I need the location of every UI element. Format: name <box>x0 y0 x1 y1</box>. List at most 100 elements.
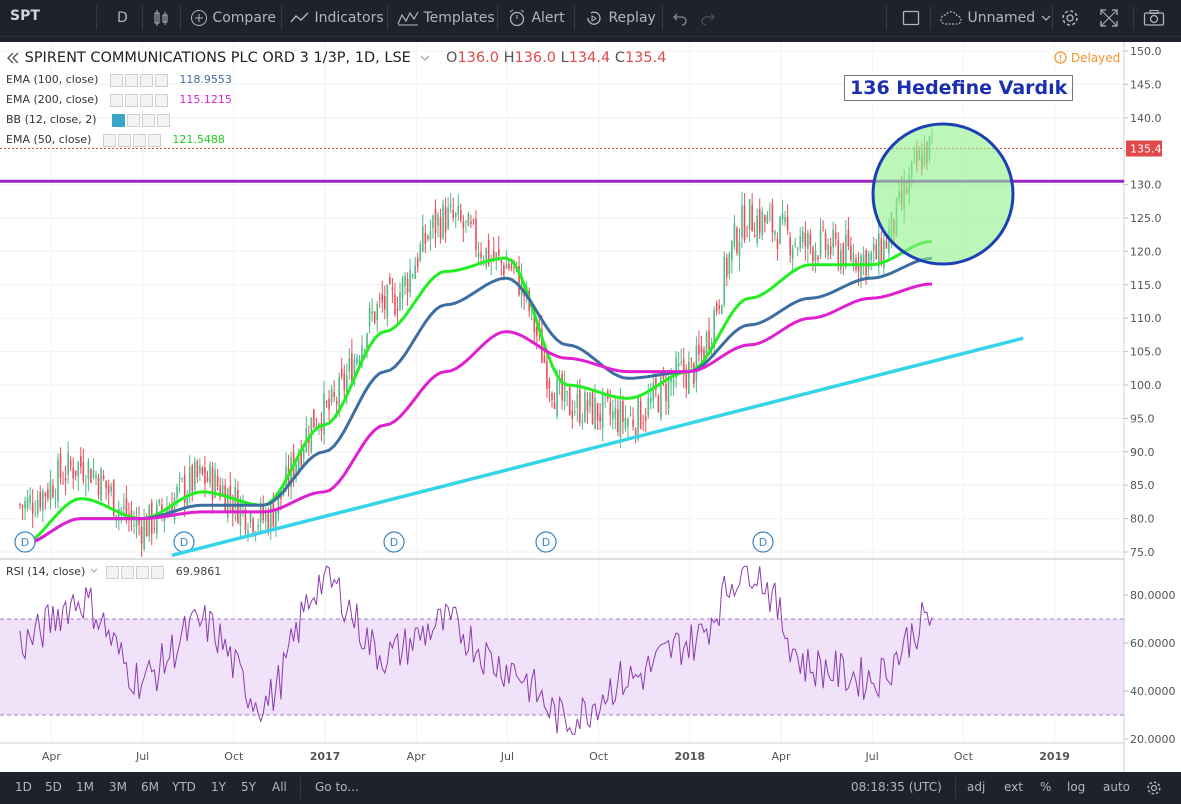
close-icon[interactable] <box>147 133 161 147</box>
adj-toggle[interactable]: adj <box>967 780 986 794</box>
study-legend-ema200[interactable]: EMA (200, close) 115.1215 <box>6 93 232 107</box>
fullscreen-select-button[interactable] <box>902 0 920 36</box>
gear-icon[interactable] <box>121 565 135 579</box>
range-5d-button[interactable]: 5D <box>45 780 62 794</box>
gear-icon[interactable] <box>117 133 131 147</box>
replay-button[interactable]: Replay <box>584 0 656 36</box>
delayed-badge[interactable]: Delayed <box>1054 51 1120 65</box>
candle-body <box>135 517 138 527</box>
indicators-button[interactable]: Indicators <box>290 0 384 36</box>
close-icon[interactable] <box>154 73 168 87</box>
auto-toggle[interactable]: auto <box>1103 780 1131 794</box>
symbol-search[interactable]: SPT <box>10 8 40 24</box>
plus-icon[interactable] <box>136 565 150 579</box>
candle-body <box>112 480 115 516</box>
interval-button[interactable]: D <box>117 10 128 26</box>
chart-area[interactable]: 150.0145.0140.0135.0130.0125.0120.0115.0… <box>0 42 1181 772</box>
plus-icon[interactable] <box>142 113 155 127</box>
candle-body <box>584 392 586 422</box>
range-3m-button[interactable]: 3M <box>109 780 127 794</box>
gear-icon[interactable] <box>124 93 138 107</box>
range-1y-button[interactable]: 1Y <box>211 780 226 794</box>
time-tick-label: Jul <box>500 750 514 763</box>
price-chart[interactable]: 150.0145.0140.0135.0130.0125.0120.0115.0… <box>0 42 1181 772</box>
close-icon[interactable] <box>157 113 170 127</box>
price-scale[interactable]: 150.0145.0140.0135.0130.0125.0120.0115.0… <box>1124 45 1162 559</box>
compare-button[interactable]: Compare <box>190 0 276 36</box>
candle-body <box>761 211 764 236</box>
time-readout[interactable]: 08:18:35 (UTC) <box>851 780 942 794</box>
collapse-arrows-icon[interactable] <box>6 52 20 64</box>
candle-body <box>723 256 726 305</box>
candle-body <box>275 510 277 531</box>
range-1d-button[interactable]: 1D <box>15 780 32 794</box>
price-tick-label: 90.0 <box>1130 446 1155 459</box>
goto-button[interactable]: Go to... <box>315 780 359 794</box>
eye-icon[interactable] <box>109 93 123 107</box>
candle-body <box>601 394 604 429</box>
time-scale[interactable]: Apr Jul Oct 2017 Apr Jul Oct 2018 Apr Jul Oct 2019 <box>42 750 1070 763</box>
gear-icon[interactable] <box>124 73 138 87</box>
layout-menu-button[interactable]: Unnamed <box>939 0 1052 36</box>
percent-toggle[interactable]: % <box>1040 780 1052 794</box>
rsi-scale[interactable]: 80.0000 60.0000 40.0000 20.0000 <box>1124 589 1176 746</box>
candle-body <box>819 229 822 257</box>
undo-button[interactable] <box>672 0 688 36</box>
candle-body <box>857 262 860 272</box>
candle-body <box>406 278 409 293</box>
plus-icon[interactable] <box>139 93 153 107</box>
eye-icon[interactable] <box>106 565 120 579</box>
candle-body <box>827 244 829 257</box>
candle-body <box>548 380 551 389</box>
candle-body <box>533 310 536 333</box>
range-1m-button[interactable]: 1M <box>76 780 94 794</box>
close-icon[interactable] <box>154 93 168 107</box>
study-buttons[interactable] <box>112 113 172 127</box>
log-toggle[interactable]: log <box>1067 780 1086 794</box>
study-legend-ema50[interactable]: EMA (50, close) 121.5488 <box>6 133 225 147</box>
range-5y-button[interactable]: 5Y <box>241 780 256 794</box>
candle-body <box>264 513 267 522</box>
ext-toggle[interactable]: ext <box>1004 780 1023 794</box>
candle-body <box>883 240 885 268</box>
fullscreen-button[interactable] <box>1100 0 1118 36</box>
chevron-down-icon[interactable] <box>419 53 431 63</box>
candle-body <box>710 342 713 344</box>
range-ytd-button[interactable]: YTD <box>172 780 196 794</box>
drawings[interactable]: 135.4 <box>0 122 1162 558</box>
study-buttons[interactable] <box>109 93 170 107</box>
candle-body <box>520 277 523 296</box>
rsi-legend[interactable]: RSI (14, close) 69.9861 <box>6 565 221 579</box>
candle-body <box>865 250 867 276</box>
price-tick-label: 150.0 <box>1130 45 1162 58</box>
plus-icon[interactable] <box>132 133 146 147</box>
candle-body <box>49 481 52 500</box>
eye-icon[interactable] <box>102 133 116 147</box>
symbol-title[interactable]: SPIRENT COMMUNICATIONS PLC ORD 3 1/3P, 1… <box>24 50 411 66</box>
price-tick-label: 145.0 <box>1130 78 1162 91</box>
chevron-down-icon[interactable] <box>89 567 99 575</box>
redo-button[interactable] <box>700 0 716 36</box>
templates-button[interactable]: Templates <box>397 0 495 36</box>
study-buttons[interactable] <box>106 565 166 579</box>
annotation-text[interactable]: 136 Hedefine Vardık <box>844 75 1074 101</box>
study-legend-ema100[interactable]: EMA (100, close) 118.9553 <box>6 73 232 87</box>
range-all-button[interactable]: All <box>272 780 287 794</box>
study-buttons[interactable] <box>102 133 163 147</box>
range-6m-button[interactable]: 6M <box>141 780 159 794</box>
candle-body <box>173 497 176 521</box>
gear-icon[interactable] <box>127 113 140 127</box>
study-buttons[interactable] <box>109 73 170 87</box>
snapshot-button[interactable] <box>1143 0 1165 36</box>
settings-button[interactable] <box>1060 0 1080 36</box>
eye-icon[interactable] <box>112 113 125 127</box>
close-icon[interactable] <box>151 565 165 579</box>
scale-settings-button[interactable] <box>1146 772 1162 804</box>
toolbar-divider <box>142 6 143 30</box>
plus-icon[interactable] <box>139 73 153 87</box>
study-legend-bb[interactable]: BB (12, close, 2) <box>6 113 172 127</box>
chart-style-button[interactable] <box>152 0 170 36</box>
alert-button[interactable]: Alert <box>507 0 565 36</box>
undo-icon <box>673 13 687 26</box>
eye-icon[interactable] <box>109 73 123 87</box>
